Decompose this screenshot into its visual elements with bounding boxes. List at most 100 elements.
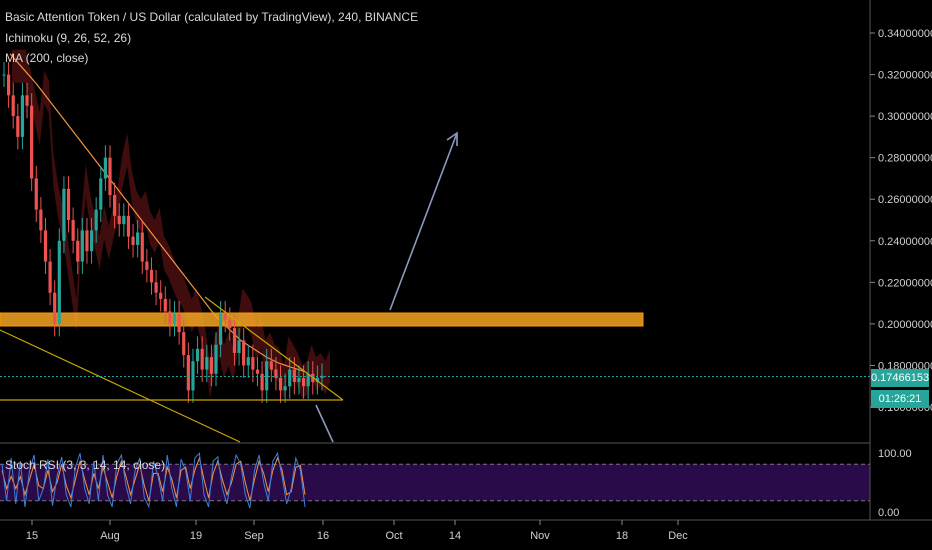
- y-tick-label: 0.20000000: [878, 319, 932, 331]
- lower-channel-line: [0, 329, 241, 443]
- ichimoku-legend[interactable]: Ichimoku (9, 26, 52, 26): [5, 31, 132, 45]
- x-tick-label: Aug: [100, 530, 120, 542]
- candle-body: [94, 209, 98, 231]
- candle-body: [159, 292, 163, 299]
- candle-body: [108, 157, 112, 196]
- x-tick-label: 18: [616, 530, 628, 542]
- candle-body: [154, 282, 158, 293]
- ichimoku-cloud-area: [12, 49, 330, 399]
- candle-body: [99, 178, 103, 210]
- candle-body: [274, 369, 278, 378]
- ichimoku-cloud: [12, 49, 330, 399]
- candle-body: [7, 74, 11, 96]
- candle-body: [163, 298, 167, 312]
- candle-body: [71, 220, 75, 241]
- candle-body: [260, 373, 264, 391]
- stoch-k-line: [1, 451, 306, 509]
- countdown-label: 01:26:21: [871, 390, 929, 408]
- resistance-zone[interactable]: [0, 312, 644, 327]
- stoch-d-line: [1, 456, 306, 501]
- candle-body: [168, 311, 172, 324]
- bullish-arrow-shaft: [389, 132, 458, 311]
- candle-body: [301, 377, 306, 387]
- x-tick-label: 15: [26, 530, 38, 542]
- candle-body: [223, 313, 227, 320]
- candle-body: [269, 361, 273, 370]
- y-tick-label: 0.24000000: [878, 236, 932, 248]
- bullish-arrow-head: [446, 131, 458, 146]
- stoch-rsi-legend[interactable]: Stoch RSI (3, 3, 14, 14, close): [5, 458, 166, 472]
- candle-body: [85, 230, 89, 252]
- y-tick-label: 0.28000000: [878, 153, 932, 165]
- y-tick-label: 0.30000000: [878, 111, 932, 123]
- candle-body: [48, 261, 52, 293]
- candle-body: [25, 95, 29, 106]
- candle-body: [228, 319, 232, 329]
- stoch-band-fill: [0, 464, 870, 501]
- candle-body: [200, 348, 204, 370]
- candle-body: [34, 178, 38, 210]
- bearish-arrow-shaft: [315, 404, 334, 443]
- x-tick-label: 19: [190, 530, 202, 542]
- candle-body: [172, 313, 177, 324]
- descending-trendline: [204, 296, 344, 401]
- candle-body: [122, 215, 126, 225]
- candle-body: [43, 230, 48, 262]
- candle-body: [177, 313, 181, 333]
- stoch-lower-label: 0.00: [878, 507, 899, 519]
- candle-body: [76, 240, 80, 262]
- chart-title[interactable]: Basic Attention Token / US Dollar (calcu…: [5, 10, 419, 24]
- y-tick-label: 0.32000000: [878, 70, 932, 82]
- y-tick-label: 0.26000000: [878, 194, 932, 206]
- candle-body: [53, 292, 57, 324]
- candle-body: [315, 377, 319, 383]
- y-tick-label: 0.22000000: [878, 277, 932, 289]
- candle-body: [209, 357, 213, 374]
- ma-200-path: [9, 53, 306, 373]
- candle-body: [242, 340, 246, 366]
- ma-200-line: [9, 53, 306, 373]
- x-tick-label: Sep: [244, 530, 264, 542]
- candle-body: [16, 116, 20, 137]
- x-tick-label: Dec: [668, 530, 688, 542]
- x-tick-label: 14: [449, 530, 461, 542]
- candle-body: [306, 373, 310, 387]
- candle-body: [195, 348, 200, 362]
- candle-body: [237, 340, 241, 353]
- candle-body: [89, 230, 94, 252]
- candle-body: [297, 377, 301, 383]
- last-price-label: 0.17466153: [871, 369, 929, 387]
- candle-body: [117, 215, 121, 225]
- candle-body: [57, 240, 61, 324]
- candle-body: [265, 361, 269, 391]
- candle-body: [149, 269, 154, 283]
- stoch-rsi-pane[interactable]: 100.00 0.00: [0, 448, 912, 519]
- candle-body: [214, 344, 218, 374]
- stoch-upper-label: 100.00: [878, 448, 912, 460]
- candle-body: [278, 377, 283, 391]
- drawing-tools[interactable]: [0, 131, 458, 443]
- y-tick-label: 0.34000000: [878, 28, 932, 40]
- candle-body: [288, 369, 292, 387]
- candle-body: [255, 369, 260, 374]
- candle-body: [20, 95, 25, 137]
- candle-body: [283, 386, 287, 391]
- candle-body: [11, 95, 15, 117]
- candle-body: [2, 74, 6, 76]
- candle-body: [205, 357, 209, 370]
- candle-body: [30, 105, 34, 179]
- candle-body: [80, 230, 84, 262]
- candle-body: [136, 232, 140, 245]
- price-candles: [2, 62, 324, 403]
- candle-body: [186, 355, 190, 391]
- x-tick-label: Nov: [530, 530, 550, 542]
- candle-body: [182, 332, 186, 356]
- candle-body: [292, 369, 296, 383]
- candle-body: [62, 188, 66, 241]
- candle-body: [126, 215, 131, 237]
- x-tick-label: Oct: [385, 530, 402, 542]
- candle-body: [145, 261, 149, 270]
- candle-body: [191, 361, 195, 391]
- ma-legend[interactable]: MA (200, close): [5, 51, 89, 65]
